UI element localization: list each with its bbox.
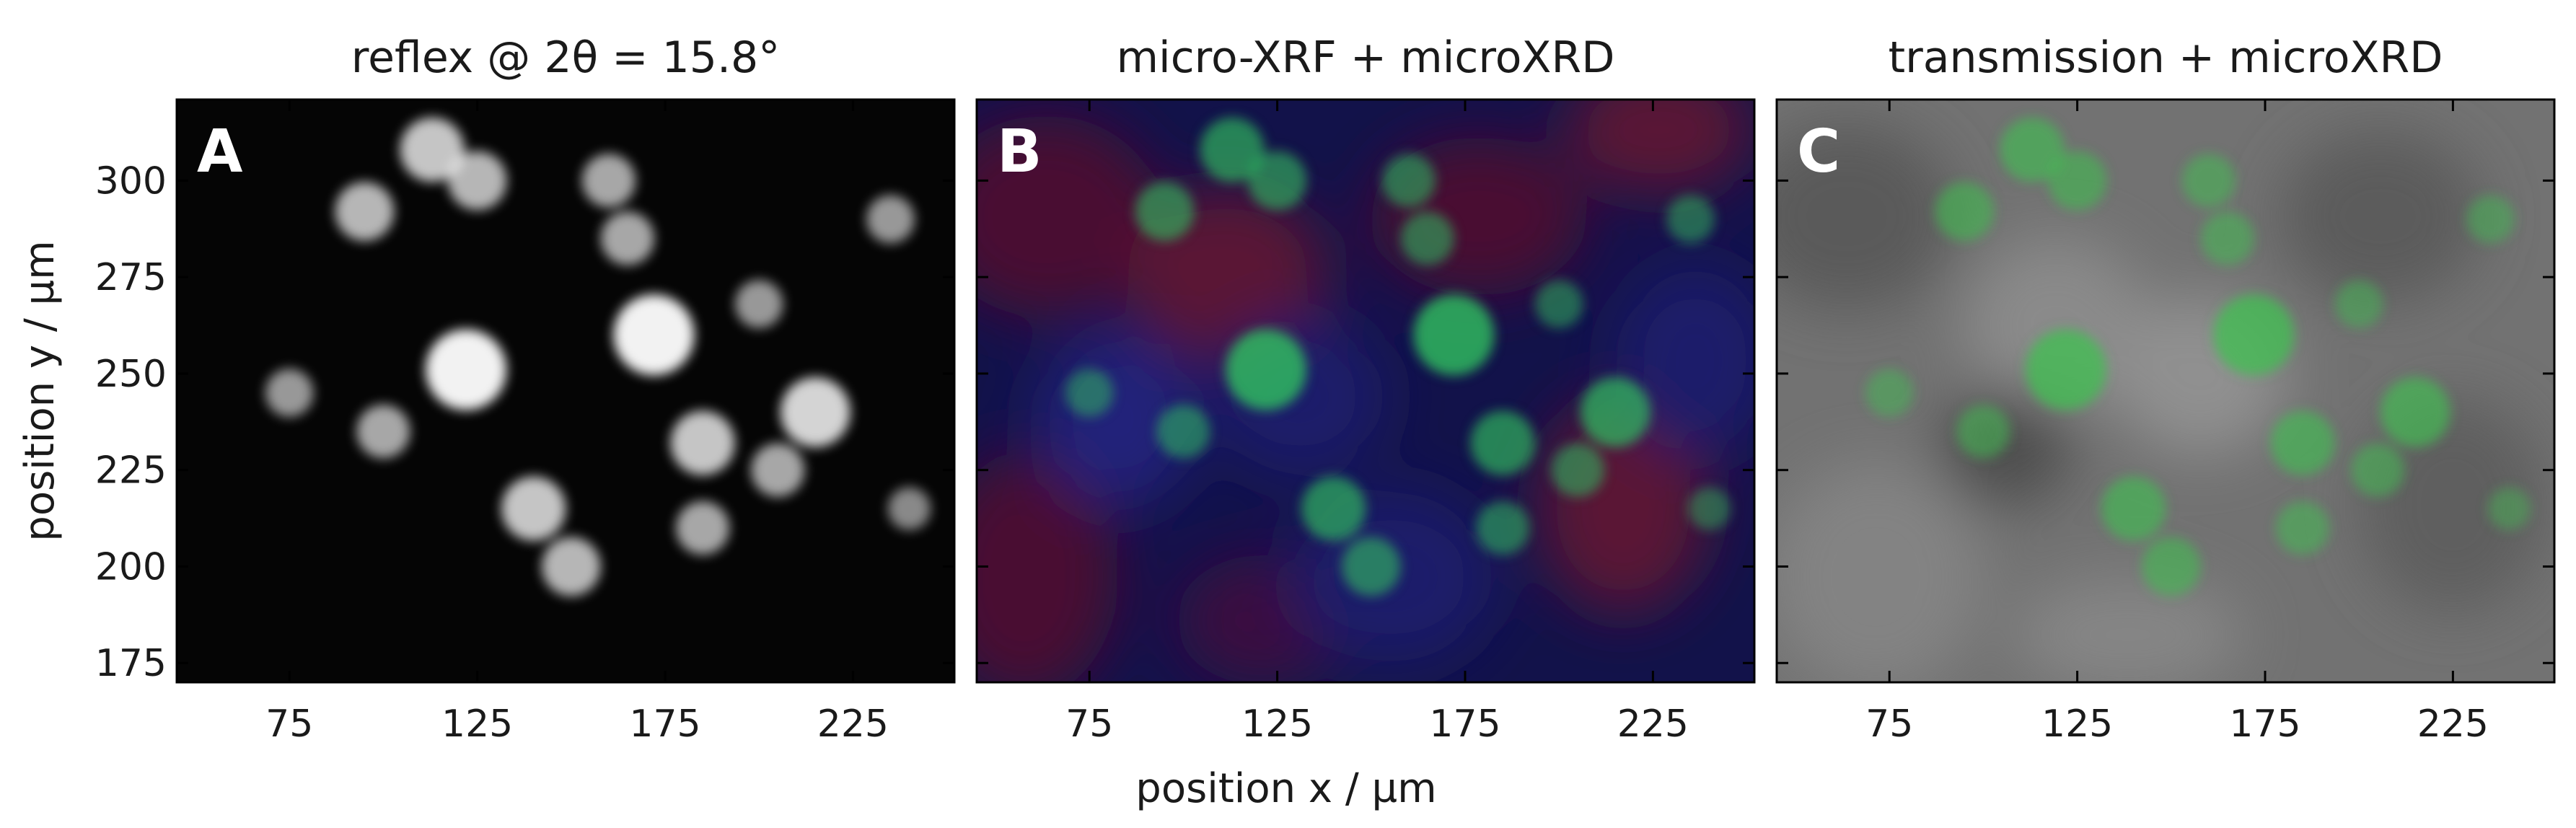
panel-c-signal-17 xyxy=(2351,443,2405,497)
panel-a-signal-16 xyxy=(600,211,654,265)
panel-b-signal-11 xyxy=(1065,369,1114,417)
panel-a-signal-17 xyxy=(751,443,805,497)
panel-c-signal-1 xyxy=(2213,294,2295,376)
panel-a-signal-3 xyxy=(780,377,850,447)
panel-a-signal-12 xyxy=(356,405,410,459)
panel-title-c: transmission + microXRD xyxy=(1889,32,2443,83)
panel-a-signal-7 xyxy=(581,154,636,208)
panel-c-heatmap xyxy=(1865,118,2531,596)
panel-c-signal-3 xyxy=(2380,377,2450,447)
panel-b-channels xyxy=(977,100,1754,682)
panel-b-signal-7 xyxy=(1381,154,1436,208)
panel-b-signal-3 xyxy=(1580,377,1650,447)
panel-a-signal-15 xyxy=(888,487,931,530)
panel-a-x-tick-label: 175 xyxy=(629,703,700,746)
panel-c-letter: C xyxy=(1797,118,1840,186)
panel-c-channels xyxy=(1777,118,2546,682)
panel-c-signal-14 xyxy=(2466,195,2515,244)
panel-a-x-tick-label: 225 xyxy=(817,703,889,746)
panel-c-signal-11 xyxy=(1865,369,1914,417)
panel-b-axes: 75 125 175 225 B xyxy=(975,98,1756,746)
panel-a-heatmap xyxy=(265,118,931,596)
panel-c-frame xyxy=(1775,98,2556,684)
panel-c-signal-5 xyxy=(2000,118,2065,182)
panel-b-signal-14 xyxy=(1666,195,1715,244)
panel-b-x-tick-label: 175 xyxy=(1429,703,1500,746)
panel-c-signal-13 xyxy=(2335,280,2383,328)
panel-b-signal-13 xyxy=(1535,280,1583,328)
panel-b-signal-9 xyxy=(1342,537,1401,596)
panel-a-signal-4 xyxy=(335,182,395,241)
panel-c-axes: 75 125 175 225 C xyxy=(1775,98,2556,746)
panel-a-y-tick-label: 200 xyxy=(95,545,167,589)
y-axis-label: position y / µm xyxy=(17,240,63,541)
x-axis-label: position x / µm xyxy=(1135,765,1436,812)
panel-b-signal-8 xyxy=(1301,476,1366,541)
panel-a-signal-11 xyxy=(265,369,314,417)
panel-c-x-tick-label: 75 xyxy=(1865,703,1913,746)
panel-a-signal-5 xyxy=(400,118,465,182)
panel-c-transmission xyxy=(1777,123,2546,682)
panel-c-signal-9 xyxy=(2142,537,2201,596)
panel-b-heatmap xyxy=(1065,118,1731,596)
panel-a-y-tick-label: 175 xyxy=(95,642,167,685)
panel-a-signal-14 xyxy=(866,195,915,244)
panel-a-y-tick-label: 250 xyxy=(95,353,167,396)
panel-a-axes: 75 125 175 225 175 200 225 250 275 300 A xyxy=(95,98,956,746)
panel-b-signal-17 xyxy=(1551,443,1605,497)
panel-title-b: micro-XRF + microXRD xyxy=(1117,32,1615,83)
panel-b-x-tick-label: 75 xyxy=(1065,703,1113,746)
panel-a-x-tick-label: 75 xyxy=(265,703,313,746)
panel-b-signal-10 xyxy=(1476,501,1530,555)
panel-c-signal-4 xyxy=(1935,182,1995,241)
panel-a-signal-1 xyxy=(613,294,695,376)
panel-c-x-tick-label: 225 xyxy=(2417,703,2489,746)
panel-b-signal-16 xyxy=(1400,211,1454,265)
panel-b-signal-15 xyxy=(1688,487,1731,530)
panel-a-frame xyxy=(175,98,956,684)
panel-c-signal-0 xyxy=(2026,329,2106,410)
panel-b-signal-5 xyxy=(1200,118,1265,182)
axes-layer: 75 125 175 225 175 200 225 250 275 300 A 75 125 175 22… xyxy=(95,98,2556,746)
panel-b-signal-1 xyxy=(1413,294,1495,376)
panel-c-signal-15 xyxy=(2488,487,2531,530)
panel-a-signal-2 xyxy=(670,410,735,475)
panel-c-signal-10 xyxy=(2276,501,2330,555)
panel-a-signal-6 xyxy=(447,151,507,211)
panel-a-signal-8 xyxy=(501,476,566,541)
panel-b-letter: B xyxy=(997,118,1042,186)
panel-a-signal-10 xyxy=(676,501,730,555)
panel-c-signal-8 xyxy=(2101,476,2166,541)
panel-b-signal-6 xyxy=(1247,151,1307,211)
panel-a-letter: A xyxy=(197,118,243,186)
panel-c-x-tick-label: 125 xyxy=(2041,703,2113,746)
panel-b-signal-4 xyxy=(1135,182,1195,241)
panel-a-signal-0 xyxy=(426,329,506,410)
panel-a-y-tick-label: 225 xyxy=(95,449,167,493)
panel-a xyxy=(177,100,954,682)
panel-title-a: reflex @ 2θ = 15.8° xyxy=(351,32,780,83)
panel-a-signal-9 xyxy=(542,537,601,596)
panel-a-signal-13 xyxy=(734,280,783,328)
panel-c-signal-12 xyxy=(1956,405,2010,459)
panel-b xyxy=(977,100,1754,682)
panel-c-x-tick-label: 175 xyxy=(2229,703,2300,746)
panel-a-y-tick-label: 275 xyxy=(95,256,167,299)
panel-c-signal-7 xyxy=(2181,154,2236,208)
panel-c-signal-6 xyxy=(2047,151,2107,211)
panel-b-x-tick-label: 125 xyxy=(1241,703,1313,746)
panel-c xyxy=(1777,100,2554,682)
panel-a-y-tick-label: 300 xyxy=(95,159,167,203)
panel-b-signal-12 xyxy=(1156,405,1210,459)
panel-b-x-tick-label: 225 xyxy=(1617,703,1689,746)
panel-c-signal-2 xyxy=(2270,410,2335,475)
panel-b-frame xyxy=(975,98,1756,684)
panel-b-signal-2 xyxy=(1470,410,1535,475)
panel-a-x-tick-label: 125 xyxy=(441,703,513,746)
panel-b-signal-0 xyxy=(1226,329,1306,410)
panel-c-signal-16 xyxy=(2200,211,2254,265)
